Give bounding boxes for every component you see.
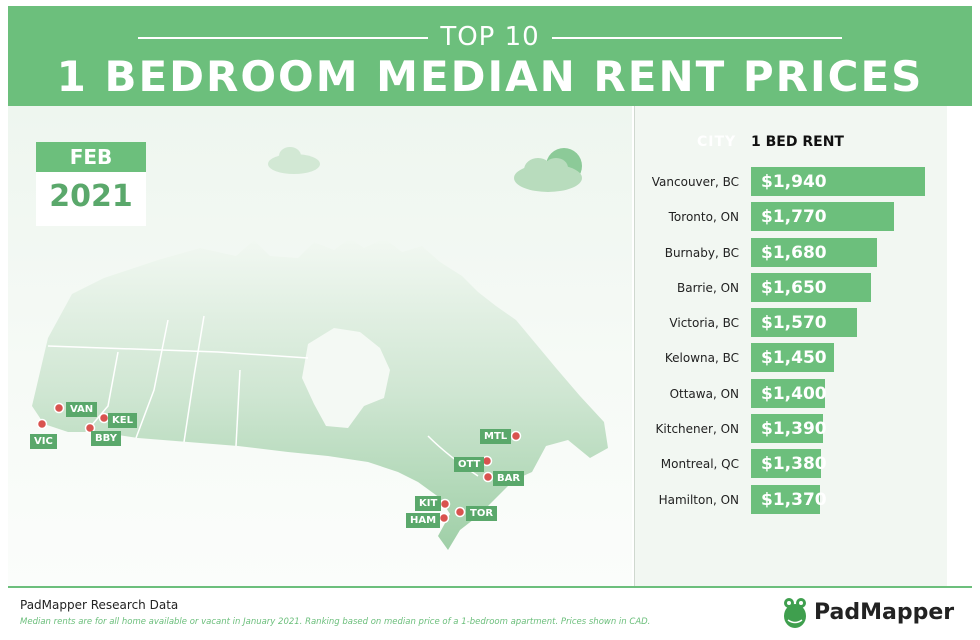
map-label-bby: BBY xyxy=(91,431,121,446)
city-label: Vancouver, BC xyxy=(651,175,739,189)
footer-note: Median rents are for all home available … xyxy=(20,617,651,627)
brand-name: PadMapper xyxy=(814,600,955,625)
chart-row: Barrie, ON $1,650 xyxy=(635,272,947,307)
page-title: 1 BEDROOM MEDIAN RENT PRICES xyxy=(56,52,924,101)
header-banner: TOP 10 1 BEDROOM MEDIAN RENT PRICES xyxy=(8,6,972,106)
rent-value-label: $1,770 xyxy=(761,207,827,228)
rent-value-label: $1,680 xyxy=(761,242,827,263)
kicker-text: TOP 10 xyxy=(440,22,540,52)
cloud-icon xyxy=(268,147,320,174)
rent-bar: $1,380 xyxy=(751,449,827,479)
city-label: Montreal, QC xyxy=(660,457,739,472)
rent-column-header: 1 BED RENT xyxy=(751,134,844,150)
chart-row: Ottawa, ON $1,400 xyxy=(635,378,947,413)
city-label: Kelowna, BC xyxy=(664,351,739,366)
rent-bar: $1,570 xyxy=(751,308,857,338)
map-label-ham: HAM xyxy=(406,513,441,528)
calendar-month: FEB xyxy=(36,142,146,172)
rent-bar: $1,650 xyxy=(751,272,872,302)
city-label: Hamilton, ON xyxy=(658,492,739,507)
pin-icon xyxy=(36,418,48,430)
rent-bar: $1,940 xyxy=(751,167,925,196)
rent-value-label: $1,370 xyxy=(761,489,827,510)
rent-bar: $1,400 xyxy=(751,378,827,408)
rent-bar: $1,390 xyxy=(751,414,827,444)
map-label-kel: KEL xyxy=(108,413,137,428)
kicker-rule-left xyxy=(138,37,428,39)
city-column-header: CITY xyxy=(697,134,737,150)
pin-icon xyxy=(439,498,451,510)
rent-ranking-panel: CITY 1 BED RENT Vancouver, BC $1,940 Toron… xyxy=(634,106,947,586)
map-label-ott: OTT xyxy=(454,457,485,472)
map-area: FEB 2021 VAN KEL BBY VIC MTL OTT BAR KIT… xyxy=(8,106,632,586)
cloud-icon xyxy=(514,158,582,192)
city-label: Barrie, ON xyxy=(676,280,739,295)
pin-icon xyxy=(438,512,450,524)
pin-icon xyxy=(510,430,522,442)
chart-row: Hamilton, ON $1,370 xyxy=(635,484,947,519)
pin-icon xyxy=(482,471,494,483)
rent-bar: $1,770 xyxy=(751,202,894,232)
rent-value-label: $1,390 xyxy=(761,419,827,440)
rent-bar: $1,370 xyxy=(751,484,827,514)
rent-value-label: $1,380 xyxy=(761,454,827,475)
pin-icon xyxy=(84,422,96,434)
chart-row: Burnaby, BC $1,680 xyxy=(635,237,947,272)
canada-map xyxy=(32,147,608,550)
rent-bar-chart: Vancouver, BC $1,940 Toronto, ON $1,770 Burn… xyxy=(635,166,947,519)
calendar-year: 2021 xyxy=(36,172,146,226)
pin-icon xyxy=(454,506,466,518)
rent-value-label: $1,650 xyxy=(761,277,827,298)
province-borders xyxy=(47,315,479,477)
date-calendar: FEB 2021 xyxy=(36,136,148,236)
rent-value-label: $1,570 xyxy=(761,313,827,334)
chart-row: Victoria, BC $1,570 xyxy=(635,307,947,342)
frog-logo-icon xyxy=(784,598,806,628)
map-label-mtl: MTL xyxy=(480,429,512,444)
chart-row: Vancouver, BC $1,940 xyxy=(635,166,947,201)
pin-icon xyxy=(53,402,65,414)
map-label-vic: VIC xyxy=(30,434,57,449)
city-label: Victoria, BC xyxy=(669,316,739,331)
city-label: Ottawa, ON xyxy=(669,386,739,401)
rent-value-label: $1,400 xyxy=(761,383,827,404)
rent-value-label: $1,940 xyxy=(761,172,827,192)
rent-bar: $1,680 xyxy=(751,237,877,267)
kicker-rule-right xyxy=(552,37,842,39)
map-label-van: VAN xyxy=(66,402,98,417)
map-label-kit: KIT xyxy=(415,496,442,511)
kicker-row: TOP 10 xyxy=(8,22,972,56)
footer-divider xyxy=(8,586,972,588)
brand-logo: PadMapper xyxy=(780,594,960,634)
chart-row: Montreal, QC $1,380 xyxy=(635,448,947,483)
rent-bar: $1,450 xyxy=(751,343,835,373)
city-label: Kitchener, ON xyxy=(655,422,739,437)
chart-row: Kelowna, BC $1,450 xyxy=(635,342,947,377)
map-label-tor: TOR xyxy=(466,506,498,521)
map-label-bar: BAR xyxy=(493,471,525,486)
rent-value-label: $1,450 xyxy=(761,348,827,369)
chart-row: Toronto, ON $1,770 xyxy=(635,201,947,236)
city-label: Toronto, ON xyxy=(668,210,739,225)
city-label: Burnaby, BC xyxy=(664,245,739,260)
chart-row: Kitchener, ON $1,390 xyxy=(635,413,947,448)
footer-title: PadMapper Research Data xyxy=(20,598,179,612)
hudson-bay xyxy=(302,328,390,428)
